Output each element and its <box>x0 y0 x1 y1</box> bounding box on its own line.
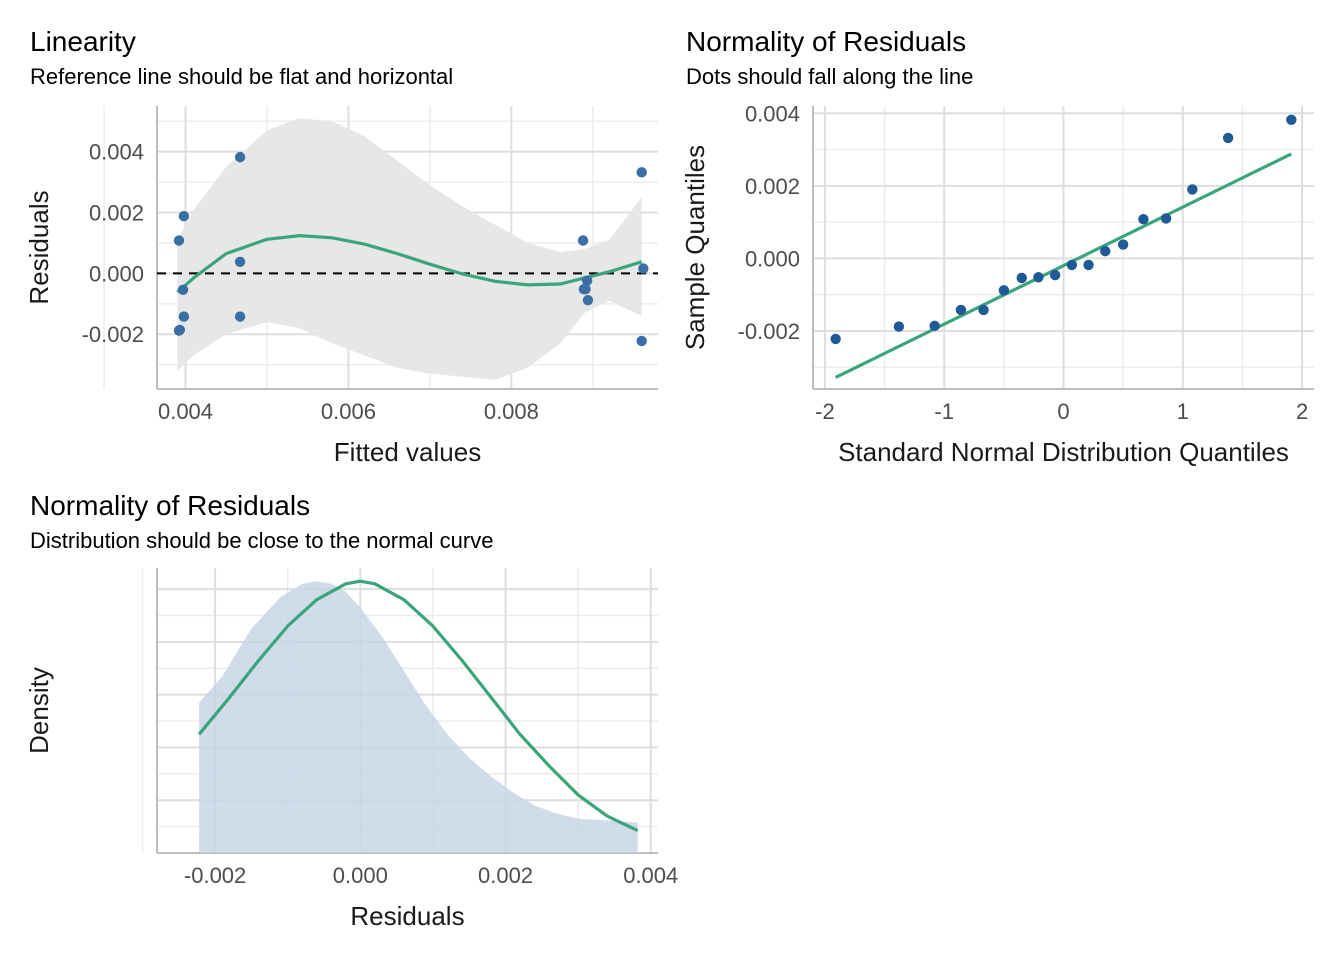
normal-curve <box>197 579 639 833</box>
qq-reference-line <box>834 152 1293 379</box>
y-tick-label: 0.000 <box>89 261 144 286</box>
panel-2-subtitle: Dots should fall along the line <box>686 64 974 89</box>
data-point <box>1066 259 1078 271</box>
data-point <box>893 321 905 332</box>
panel-2-title: Normality of Residuals <box>686 26 967 57</box>
y-tick-label: 0.000 <box>745 246 800 271</box>
data-point <box>830 333 841 345</box>
data-point <box>177 284 189 295</box>
data-point <box>173 325 185 336</box>
y-tick-label: 0.004 <box>745 101 800 126</box>
data-point <box>1286 114 1297 125</box>
qq-plot: -2 -1 0 1 2 -0.002 0.000 0.002 0.004 Standard Nor… <box>680 101 1314 467</box>
data-point <box>636 167 647 178</box>
y-tick-label: 0.002 <box>89 201 144 226</box>
linearity-plot: 0.004 0.006 0.008 -0.002 0.000 0.002 0.004 Fitt… <box>24 106 658 467</box>
data-point <box>1138 214 1149 225</box>
x-axis-title: Fitted values <box>334 437 481 467</box>
data-point <box>998 285 1010 296</box>
data-point <box>581 275 593 286</box>
y-axis-title: Density <box>24 667 54 754</box>
data-point <box>1033 272 1044 283</box>
data-point <box>978 304 989 316</box>
data-point <box>578 283 590 295</box>
data-point <box>929 320 940 332</box>
x-tick-label: 0.002 <box>478 863 533 888</box>
data-point <box>638 263 649 274</box>
y-axis-title: Sample Quantiles <box>680 145 710 350</box>
smooth-line <box>176 234 643 294</box>
data-point <box>234 151 246 163</box>
data-point <box>577 235 589 246</box>
x-tick-label: 2 <box>1296 399 1308 424</box>
x-tick-label: -2 <box>815 399 835 424</box>
data-point <box>1160 213 1172 224</box>
x-tick-label: 0.006 <box>321 399 376 424</box>
data-point <box>1222 132 1234 144</box>
data-point <box>1117 239 1129 250</box>
panel-3-title: Normality of Residuals <box>30 490 311 521</box>
data-point <box>582 294 594 306</box>
density-area <box>199 581 638 853</box>
data-point <box>636 335 647 347</box>
density-plot: -0.002 0.000 0.002 0.004 Residuals Density <box>24 568 678 931</box>
x-tick-label: -1 <box>934 399 954 424</box>
data-point <box>1016 272 1027 284</box>
data-point <box>1083 259 1094 271</box>
x-tick-label: 0.004 <box>623 863 678 888</box>
y-axis-title: Residuals <box>24 190 54 304</box>
y-tick-label: 0.004 <box>89 140 144 165</box>
x-axis-title: Residuals <box>350 901 464 931</box>
data-point <box>234 256 246 268</box>
confidence-band <box>177 118 642 380</box>
data-point <box>173 235 185 246</box>
data-point <box>1187 184 1198 195</box>
x-tick-label: -0.002 <box>184 863 246 888</box>
data-point <box>1049 269 1061 281</box>
y-tick-label: -0.002 <box>738 319 800 344</box>
data-point <box>1100 245 1111 257</box>
panel-1-subtitle: Reference line should be flat and horizo… <box>30 64 454 89</box>
x-tick-label: 0.000 <box>333 863 388 888</box>
x-tick-label: 0.008 <box>484 399 539 424</box>
x-tick-label: 0.004 <box>158 399 213 424</box>
x-axis-title: Standard Normal Distribution Quantiles <box>838 437 1289 467</box>
y-tick-label: 0.002 <box>745 174 800 199</box>
panel-3-subtitle: Distribution should be close to the norm… <box>30 528 494 553</box>
x-tick-label: 1 <box>1177 399 1189 424</box>
data-point <box>178 311 190 322</box>
panel-1-title: Linearity <box>30 26 136 57</box>
data-point <box>178 210 190 222</box>
y-tick-label: -0.002 <box>82 322 144 347</box>
data-point <box>234 311 246 322</box>
x-tick-label: 0 <box>1057 399 1069 424</box>
data-point <box>955 304 967 316</box>
